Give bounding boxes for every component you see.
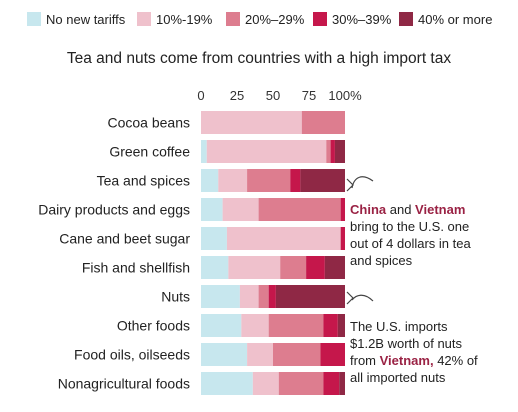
bar-segment xyxy=(201,169,219,192)
annotation-tea-text-1: and xyxy=(386,202,416,217)
bar-segment xyxy=(247,169,291,192)
legend-label: 20%–29% xyxy=(245,11,305,27)
x-tick-label: 50 xyxy=(266,88,280,103)
legend-swatch xyxy=(399,12,413,26)
bar-segment xyxy=(340,227,345,250)
category-label: Cane and beet sugar xyxy=(59,231,190,247)
annotation-arrowhead-tea xyxy=(346,178,354,192)
annotation-tea-country-1: China xyxy=(350,202,387,217)
annotation-nuts-country: Vietnam, xyxy=(379,353,434,368)
annotation-tea: China and Vietnam bring to the U.S. one … xyxy=(350,201,478,269)
bar-segment xyxy=(206,140,327,163)
category-label: Fish and shellfish xyxy=(82,260,190,276)
bar-segment xyxy=(239,285,259,308)
chart-title: Tea and nuts come from countries with a … xyxy=(66,50,452,67)
legend-swatch xyxy=(137,12,151,26)
bar-segment xyxy=(201,372,253,395)
bar-segment xyxy=(278,372,324,395)
bar-segment xyxy=(334,140,345,163)
bar-segment xyxy=(201,314,242,337)
legend-label: 40% or more xyxy=(418,11,493,27)
annotation-nuts-text-1: The U.S. imports $1.2B worth of nuts fro… xyxy=(350,319,463,368)
bar-segment xyxy=(201,343,248,366)
x-tick-label: 75 xyxy=(302,88,316,103)
bar-segment xyxy=(330,140,335,163)
bar-segment xyxy=(275,285,345,308)
bar-segment xyxy=(247,343,273,366)
bar-segment xyxy=(258,198,341,221)
x-tick-label: 25 xyxy=(230,88,244,103)
bar-segment xyxy=(323,314,338,337)
legend-label: 10%-19% xyxy=(156,11,213,27)
bar-segment xyxy=(340,198,345,221)
bar-segment xyxy=(201,111,302,134)
bar-segment xyxy=(201,256,229,279)
bar-segment xyxy=(290,169,301,192)
category-label: Cocoa beans xyxy=(107,115,190,131)
category-label: Nuts xyxy=(161,289,190,305)
legend-item: 10%-19% xyxy=(137,11,212,27)
category-label: Nonagricultural foods xyxy=(58,376,190,392)
bar-segment xyxy=(201,140,207,163)
legend-label: 30%–39% xyxy=(332,11,392,27)
legend-swatch xyxy=(27,12,41,26)
legend-item: 20%–29% xyxy=(226,11,304,27)
bar-segment xyxy=(324,256,345,279)
category-label: Tea and spices xyxy=(97,173,190,189)
legend: No new tariffs 10%-19% 20%–29% 30%–39% 40% o… xyxy=(0,0,518,36)
legend-swatch xyxy=(313,12,327,26)
bar-segment xyxy=(228,256,281,279)
bar-segment xyxy=(201,227,227,250)
annotation-arrowhead-nuts xyxy=(346,291,354,305)
legend-item: 40% or more xyxy=(399,11,492,27)
bar-segment xyxy=(252,372,279,395)
legend-label: No new tariffs xyxy=(46,11,126,27)
annotation-nuts: The U.S. imports $1.2B worth of nuts fro… xyxy=(350,318,484,386)
bar-segment xyxy=(306,256,325,279)
bar-chart: 0 25 50 75 100% Cocoa beans Green coffee Tea an… xyxy=(38,88,374,395)
annotation-tea-country-2: Vietnam xyxy=(415,202,466,217)
category-label: Green coffee xyxy=(109,144,190,160)
bar-segment xyxy=(339,372,345,395)
bar-segment xyxy=(320,343,345,366)
annotation-nuts-text-2: 42% of all imported nuts xyxy=(350,353,478,385)
x-tick-label: 0 xyxy=(197,88,204,103)
bar-segment xyxy=(326,140,331,163)
annotation-arrow-tea xyxy=(351,176,374,189)
bar-segment xyxy=(201,198,223,221)
bar-segment xyxy=(226,227,341,250)
legend-swatch xyxy=(226,12,240,26)
bar-segment xyxy=(258,285,269,308)
x-tick-label: 100% xyxy=(328,88,362,103)
bar-segment xyxy=(222,198,259,221)
category-label: Other foods xyxy=(117,318,190,334)
bar-segment xyxy=(273,343,321,366)
bar-segment xyxy=(301,111,345,134)
legend-item: No new tariffs xyxy=(27,11,125,27)
bar-segment xyxy=(218,169,248,192)
category-label: Food oils, oilseeds xyxy=(74,347,190,363)
legend-item: 30%–39% xyxy=(313,11,391,27)
bar-segment xyxy=(300,169,345,192)
bar-segment xyxy=(280,256,307,279)
bar-segment xyxy=(268,314,324,337)
bar-segment xyxy=(201,285,240,308)
bar-segment xyxy=(323,372,340,395)
category-label: Dairy products and eggs xyxy=(38,202,190,218)
annotation-tea-text-2: bring to the U.S. one out of 4 dollars i… xyxy=(350,219,471,268)
bar-segment xyxy=(268,285,276,308)
annotation-arrow-nuts xyxy=(351,294,374,302)
bar-segment xyxy=(241,314,269,337)
bar-segment xyxy=(337,314,345,337)
